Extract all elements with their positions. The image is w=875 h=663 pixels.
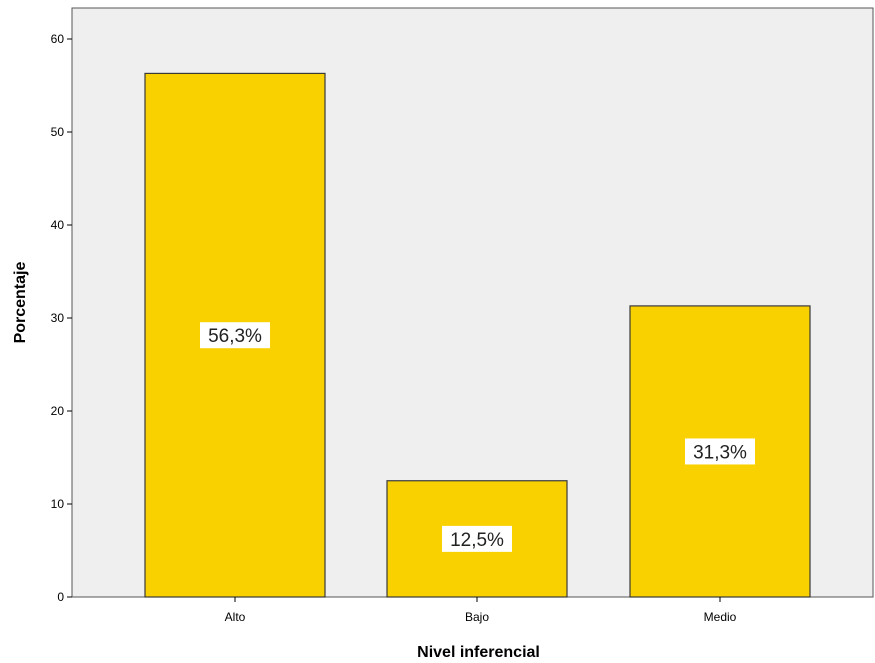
y-tick-label: 50 bbox=[51, 125, 65, 139]
y-axis: 0 10 20 30 40 50 60 bbox=[51, 32, 72, 604]
x-axis: Alto Bajo Medio bbox=[225, 597, 737, 624]
data-label: 31,3% bbox=[693, 442, 747, 463]
y-tick-label: 10 bbox=[51, 497, 65, 511]
data-label: 12,5% bbox=[450, 530, 504, 551]
data-labels-group: 56,3% 12,5% 31,3% bbox=[200, 322, 755, 552]
x-tick-label: Medio bbox=[704, 610, 737, 624]
y-tick-label: 20 bbox=[51, 404, 65, 418]
x-tick-label: Bajo bbox=[465, 610, 489, 624]
y-tick-label: 0 bbox=[57, 590, 64, 604]
data-label-box bbox=[200, 322, 270, 349]
data-label-box bbox=[685, 438, 755, 465]
data-label: 56,3% bbox=[208, 326, 262, 347]
y-tick-label: 40 bbox=[51, 218, 65, 232]
y-tick-label: 60 bbox=[51, 32, 65, 46]
y-axis-title: Porcentaje bbox=[12, 261, 29, 343]
x-axis-title: Nivel inferencial bbox=[417, 644, 540, 661]
data-label-box bbox=[442, 525, 512, 552]
y-tick-label: 30 bbox=[51, 311, 65, 325]
x-tick-label: Alto bbox=[225, 610, 246, 624]
